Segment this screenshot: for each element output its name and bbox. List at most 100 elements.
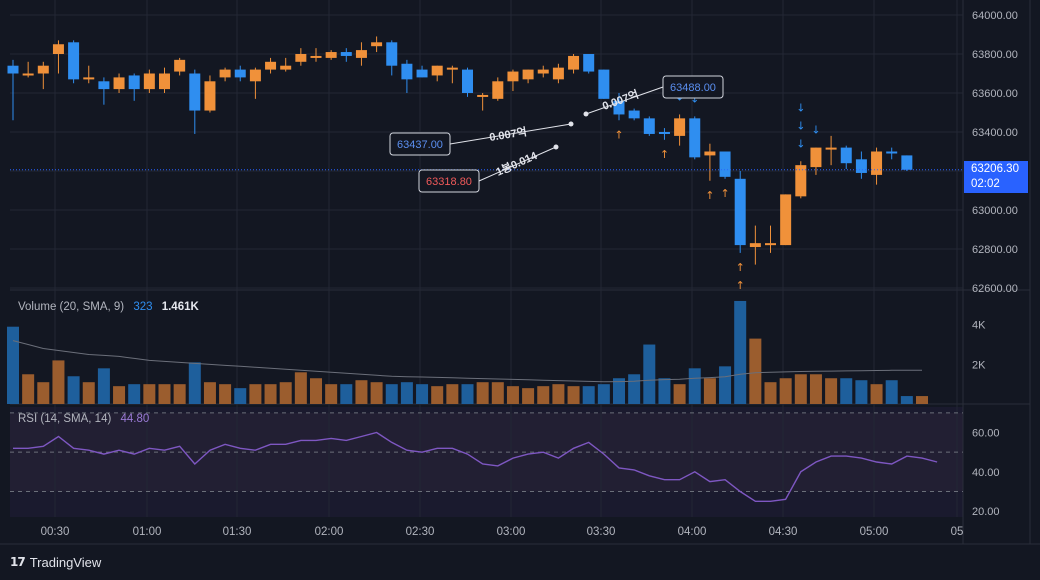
candle-body [371,42,383,47]
time-tick-label: 02:00 [315,526,344,538]
buy-arrow-icon: ↑ [705,189,714,202]
volume-legend-value: 323 [133,301,153,313]
candle-body [855,159,867,173]
candle-body [295,54,307,62]
volume-bar [840,378,853,404]
candle-body [280,65,292,70]
tradingview-logo-icon: 17 [10,555,26,569]
candle-body [265,61,277,70]
volume-bar [82,382,95,404]
candle-body [507,71,519,82]
volume-bar [734,300,747,404]
volume-bar [779,378,792,404]
candle-body [98,81,110,90]
volume-bar [461,384,474,404]
candle-body [765,243,776,246]
volume-bar [173,384,186,404]
price-tick-label: 64000.00 [972,10,1018,22]
rsi-legend[interactable]: RSI (14, SMA, 14) 44.80 [18,413,149,425]
rsi-tick-label: 40.00 [972,467,1000,479]
candle-body [446,67,458,70]
volume-bar [537,386,550,404]
candle-body [355,50,367,58]
callout-leader-line [585,86,664,115]
volume-tick-label: 2K [972,359,986,371]
price-tick-label: 63800.00 [972,49,1018,61]
volume-bar [7,326,19,404]
volume-bar [279,382,292,404]
volume-bar [522,388,535,404]
candle-body [37,65,49,74]
time-tick-label: 03:00 [497,526,526,538]
candlestick-series[interactable] [7,36,913,265]
price-tick-label: 63000.00 [972,205,1018,217]
candle-body [643,118,655,134]
candle-body [734,178,746,246]
price-callout-text: 63318.80 [426,176,472,188]
volume-bar [128,384,141,404]
volume-bar [294,372,307,404]
trade-label: 0.007억 [488,125,527,144]
candle-body [810,147,822,168]
rsi-legend-title: RSI (14, SMA, 14) [18,413,112,425]
time-tick-label: 05:00 [860,526,889,538]
candle-body [795,165,807,197]
sell-arrow-icon: ↓ [811,124,820,137]
volume-bar [764,382,777,404]
volume-bar [658,378,671,404]
candle-body [674,118,686,136]
volume-bar [113,386,126,404]
time-tick-label: 01:00 [133,526,162,538]
candle-body [431,65,443,76]
volume-bar [552,384,565,404]
rsi-pane [10,412,963,502]
buy-arrow-icon: ↑ [736,261,745,274]
volume-bar [688,368,701,404]
volume-bar [567,386,580,404]
volume-bar [188,362,201,404]
candle-body [583,54,595,72]
volume-bar [582,386,595,404]
candle-body [552,67,564,80]
time-tick-label: 04:30 [769,526,798,538]
volume-bar [870,384,883,404]
volume-legend-title: Volume (20, SMA, 9) [18,301,125,313]
volume-bar [400,382,413,404]
callout-anchor-dot [583,111,589,117]
volume-bar [491,382,504,404]
sell-arrow-icon: ↓ [796,137,805,150]
bar-countdown: 02:02 [971,178,1000,190]
buy-arrow-icon: ↑ [660,148,669,161]
volume-legend[interactable]: Volume (20, SMA, 9) 323 1.461K [18,301,199,313]
candle-body [780,194,792,246]
price-tick-label: 62800.00 [972,244,1018,256]
volume-bar [506,386,519,404]
volume-bar [158,384,171,404]
sell-arrow-icon: ↓ [690,92,699,105]
candle-body [68,42,80,80]
rsi-line [13,431,938,502]
time-tick-label: 04:00 [678,526,707,538]
volume-bar [628,374,641,404]
volume-bar [370,382,383,404]
candle-body [219,69,231,78]
volume-bar [749,338,762,404]
candle-body [628,110,640,119]
volume-bar [673,384,686,404]
volume-bar [234,388,247,404]
time-tick-label: 03:30 [587,526,616,538]
candle-body [22,73,34,76]
volume-bar [794,374,807,404]
candle-body [871,151,883,175]
time-tick-label: 00:30 [41,526,70,538]
candle-body [886,151,898,154]
volume-bar [885,380,898,404]
candle-body [143,73,155,90]
price-tick-label: 63400.00 [972,127,1018,139]
volume-bar [37,382,50,404]
price-callout-text: 63488.00 [670,82,716,94]
candle-body [598,69,610,99]
tradingview-brand[interactable]: 17 TradingView [10,553,101,571]
candle-body [174,59,186,72]
